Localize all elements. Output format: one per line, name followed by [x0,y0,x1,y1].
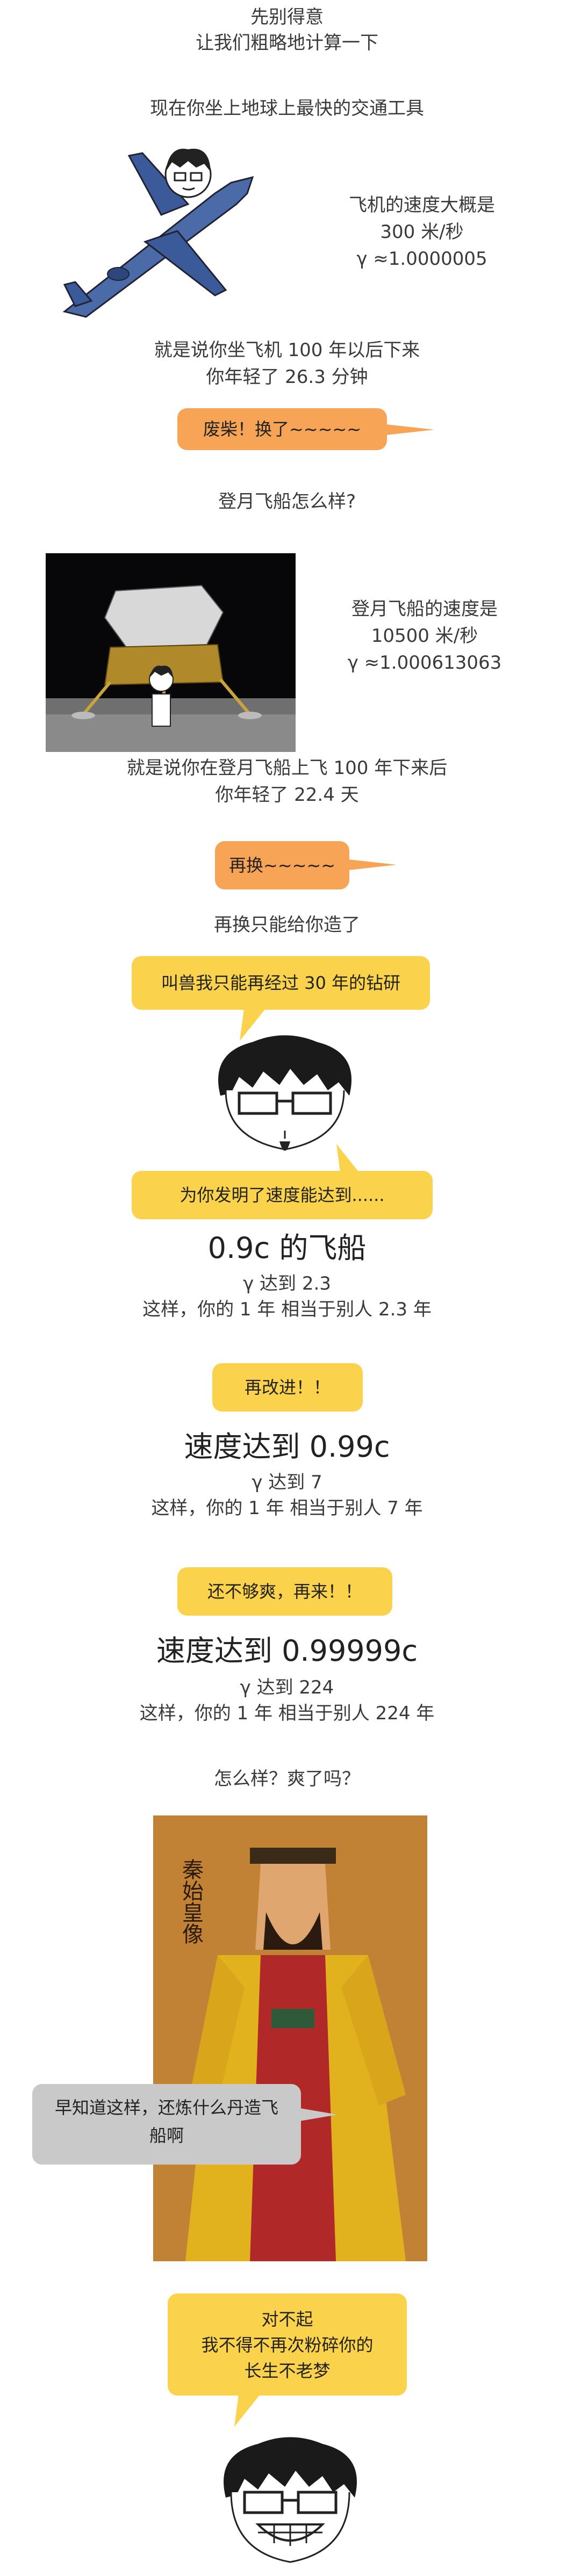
emperor-caption: 秦始皇像 [178,1858,203,1944]
ship-2-gamma: γ 达到 7 [252,1472,322,1493]
emperor-bubble-tail [300,2108,338,2121]
cartoon-face-icon [218,1035,351,1151]
intro-line-2: 让我们粗略地计算一下 [196,32,378,54]
improve-bubble: 再改进！！ [212,1363,363,1412]
ship-2-description: 这样，你的 1 年 相当于别人 7 年 [151,1497,423,1519]
plane-gamma: γ ≈1.0000005 [356,248,487,270]
professor-face-illustration [218,1035,351,1151]
airplane-icon [62,152,254,318]
grinning-professor-illustration [224,2437,357,2563]
plane-speed-value: 300 米/秒 [380,221,464,243]
intro-line-1: 先别得意 [250,6,324,28]
professor-bubble-1: 叫兽我只能再经过 30 年的钻研 [132,956,430,1010]
plane-result-1: 就是说你坐飞机 100 年以后下来 [154,339,420,361]
ship-1-description: 这样，你的 1 年 相当于别人 2.3 年 [142,1299,432,1320]
ship-3-description: 这样，你的 1 年 相当于别人 224 年 [139,1703,435,1724]
moon-result-1: 就是说你在登月飞船上飞 100 年下来后 [126,757,448,779]
final-bubble-line-2: 我不得不再次粉碎你的 [201,2335,374,2355]
moon-speech-bubble: 再换~~~~~ [215,841,349,889]
plane-result-2: 你年轻了 26.3 分钟 [206,366,368,388]
emperor-portrait: 秦始皇像 [153,1815,427,2261]
cartoon-face-icon [149,665,174,727]
ending-question: 怎么样？爽了吗？ [214,1768,360,1790]
intro-line-3: 现在你坐上地球上最快的交通工具 [150,98,424,119]
moon-bubble-tail [348,859,397,870]
ship-1-title: 0.9c 的飞船 [207,1231,367,1265]
professor-bubble-2: 为你发明了速度能达到...... [132,1171,433,1219]
cartoon-face-icon [164,148,212,198]
final-bubble-line-3: 长生不老梦 [244,2361,331,2381]
ship-1-gamma: γ 达到 2.3 [243,1273,331,1294]
plane-speech-bubble: 废柴！换了~~~~~ [177,408,387,450]
final-bubble-tail [224,2394,260,2427]
moon-gamma: γ ≈1.000613063 [347,652,502,674]
ship-3-gamma: γ 达到 224 [240,1677,334,1698]
plane-speed-label: 飞机的速度大概是 [349,194,495,216]
ship-3-title: 速度达到 0.99999c [156,1634,418,1668]
airplane-illustration [62,148,254,318]
moon-speed-label: 登月飞船的速度是 [351,598,498,620]
plane-bubble-tail [386,424,434,435]
moon-question: 登月飞船怎么样? [218,491,356,512]
cartoon-face-icon [224,2437,357,2563]
moon-speed-value: 10500 米/秒 [371,625,478,647]
emperor-speech-bubble: 早知道这样，还炼什么丹造飞船啊 [32,2084,301,2165]
lunar-lander-photo [46,553,296,752]
final-bubble-line-1: 对不起 [261,2309,313,2329]
ship-2-title: 速度达到 0.99c [184,1430,390,1464]
custom-line: 再换只能给你造了 [214,914,360,936]
final-speech-bubble: 对不起 我不得不再次粉碎你的 长生不老梦 [168,2293,407,2396]
again-bubble: 还不够爽，再来！！ [177,1567,392,1616]
moon-result-2: 你年轻了 22.4 天 [215,784,359,806]
